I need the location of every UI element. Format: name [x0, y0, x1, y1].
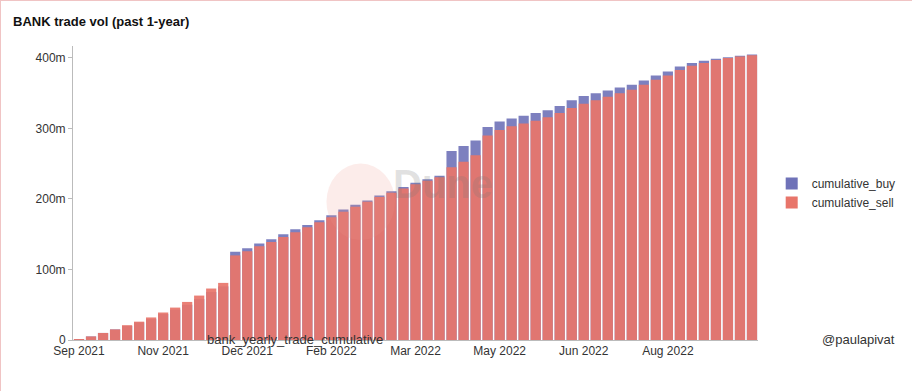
svg-text:Nov 2021: Nov 2021	[137, 344, 189, 358]
svg-text:BANK trade vol (past 1-year): BANK trade vol (past 1-year)	[13, 14, 189, 29]
svg-text:bank_yearly_trade_cumulative: bank_yearly_trade_cumulative	[207, 332, 383, 347]
svg-text:300m: 300m	[36, 122, 66, 136]
svg-text:cumulative_buy: cumulative_buy	[812, 177, 895, 191]
svg-text:cumulative_sell: cumulative_sell	[812, 196, 894, 210]
svg-text:Aug 2022: Aug 2022	[642, 344, 694, 358]
svg-text:Dec 2021: Dec 2021	[222, 344, 274, 358]
svg-text:@paulapivat: @paulapivat	[822, 332, 895, 347]
svg-text:Mar 2022: Mar 2022	[390, 344, 441, 358]
svg-text:Jun 2022: Jun 2022	[559, 344, 609, 358]
svg-text:400m: 400m	[36, 51, 66, 65]
svg-text:May 2022: May 2022	[473, 344, 526, 358]
svg-text:Sep 2021: Sep 2021	[53, 344, 105, 358]
svg-text:0: 0	[59, 333, 66, 347]
svg-text:200m: 200m	[36, 192, 66, 206]
svg-text:Feb 2022: Feb 2022	[306, 344, 357, 358]
svg-text:Dune: Dune	[393, 162, 493, 206]
svg-text:100m: 100m	[36, 263, 66, 277]
